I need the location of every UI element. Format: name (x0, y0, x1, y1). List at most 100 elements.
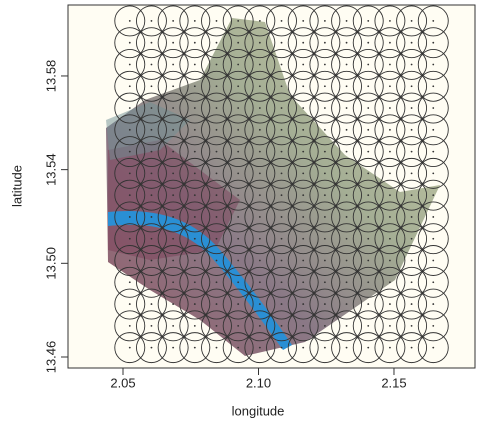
grid-point (280, 237, 283, 240)
grid-point (258, 63, 261, 66)
grid-point (150, 346, 153, 349)
grid-point-buffer (179, 27, 211, 59)
grid-point (215, 107, 218, 109)
grid-point (432, 194, 435, 197)
grid-point-buffer (331, 266, 363, 298)
grid-point (389, 281, 391, 284)
grid-point (150, 41, 153, 44)
grid-point (367, 303, 370, 305)
grid-point-buffer (136, 92, 167, 124)
grid-point-buffer (287, 92, 319, 124)
grid-point-buffer (136, 157, 167, 189)
grid-point (323, 41, 326, 44)
grid-point-buffer (244, 49, 276, 80)
grid-point-buffer (396, 266, 428, 298)
grid-point-buffer (287, 332, 319, 364)
grid-point (432, 63, 435, 66)
grid-point-buffer (417, 5, 449, 37)
grid-point (193, 237, 196, 240)
grid-point-buffer (331, 310, 363, 342)
grid-point (323, 85, 326, 88)
grid-point-buffer (222, 310, 254, 342)
grid-point-buffer (266, 223, 297, 255)
grid-point (172, 194, 175, 197)
grid-point-buffer (352, 223, 384, 255)
grid-point (345, 237, 348, 240)
grid-point (193, 346, 196, 349)
grid-point (128, 324, 131, 327)
grid-point (237, 63, 240, 66)
grid-point-buffer (179, 310, 211, 342)
grid-point-buffer (309, 310, 341, 342)
grid-point (410, 128, 413, 131)
grid-point (345, 259, 348, 262)
grid-point (367, 41, 370, 44)
grid-point-buffer (201, 5, 232, 37)
grid-point (410, 216, 413, 218)
grid-point (128, 346, 131, 349)
grid-point (323, 107, 326, 109)
grid-point (150, 128, 153, 131)
grid-point (215, 41, 218, 44)
grid-point-buffer (136, 70, 167, 102)
grid-point (128, 63, 131, 66)
grid-point-buffer (396, 5, 428, 37)
grid-point (323, 346, 326, 349)
grid-point (345, 172, 348, 175)
grid-point-buffer (417, 70, 449, 102)
grid-point-buffer (201, 310, 232, 342)
grid-point-buffer (201, 201, 232, 233)
grid-point-buffer (374, 201, 406, 233)
grid-point-buffer (266, 70, 297, 102)
grid-point-buffer (244, 266, 276, 298)
grid-point (323, 128, 326, 131)
grid-point (128, 259, 131, 262)
grid-point-buffer (157, 157, 189, 189)
grid-point-buffer (396, 70, 428, 102)
grid-point-buffer (266, 310, 297, 342)
x-tick-label: 2.15 (381, 375, 406, 390)
grid-point-buffer (244, 92, 276, 124)
grid-point (215, 128, 218, 131)
grid-point (410, 150, 413, 153)
grid-point (367, 259, 370, 262)
grid-point-buffer (114, 27, 146, 59)
grid-point-buffer (222, 157, 254, 189)
grid-point-buffer (222, 92, 254, 124)
grid-point (215, 63, 218, 66)
grid-point (345, 85, 348, 88)
grid-point-buffer (331, 157, 363, 189)
grid-point-buffer (396, 49, 428, 80)
grid-point-buffer (417, 201, 449, 233)
grid-point (389, 107, 391, 109)
grid-point (172, 63, 175, 66)
grid-point (302, 259, 305, 262)
grid-point-buffer (331, 136, 363, 168)
grid-point-buffer (244, 201, 276, 233)
grid-point (302, 194, 305, 197)
grid-point-buffer (157, 92, 189, 124)
grid-point (389, 346, 391, 349)
grid-point-buffer (374, 179, 406, 211)
grid-point-buffer (136, 332, 167, 364)
grid-point (280, 216, 283, 218)
grid-point (389, 20, 391, 22)
grid-point-buffer (114, 245, 146, 276)
grid-point (302, 303, 305, 305)
grid-point (128, 237, 131, 240)
grid-point (302, 128, 305, 131)
grid-point (302, 324, 305, 327)
grid-point-buffer (331, 70, 363, 102)
grid-point (172, 85, 175, 88)
grid-point-buffer (309, 157, 341, 189)
grid-point-buffer (266, 332, 297, 364)
grid-point (345, 324, 348, 327)
grid-point-buffer (222, 223, 254, 255)
grid-point-buffer (417, 266, 449, 298)
grid-point-buffer (266, 114, 297, 146)
grid-point-buffer (374, 310, 406, 342)
grid-point-buffer (396, 179, 428, 211)
grid-point-buffer (266, 201, 297, 233)
grid-point-buffer (331, 332, 363, 364)
grid-point (258, 128, 261, 131)
